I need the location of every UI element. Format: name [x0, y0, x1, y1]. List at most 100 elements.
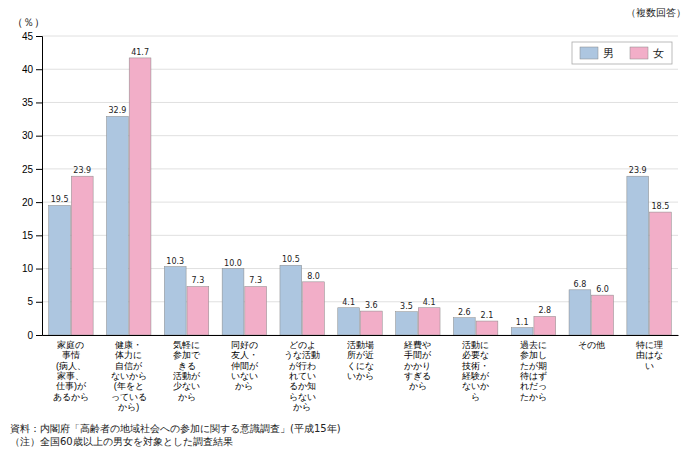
data-label: 3.5	[400, 302, 413, 311]
y-tick-mark	[36, 269, 42, 270]
data-label: 41.7	[131, 48, 149, 57]
y-tick-label: 5	[27, 296, 33, 307]
y-tick-mark	[36, 202, 42, 203]
data-label: 1.1	[516, 318, 529, 327]
bar	[476, 321, 498, 335]
bar	[592, 295, 614, 335]
bar	[49, 205, 71, 335]
x-axis: 家庭の事情(病人、家事、仕事)があるから健康・体力に自信がないから(年をとってい…	[43, 335, 679, 412]
data-label: 8.0	[307, 272, 320, 281]
bar	[187, 286, 209, 335]
x-tick: 健康・体力に自信がないから(年をとっているから)	[111, 335, 147, 412]
data-label: 19.5	[51, 195, 69, 204]
chart: 19.532.910.310.010.54.13.52.61.16.823.92…	[0, 0, 694, 453]
legend-frame	[572, 42, 672, 64]
y-tick-label: 0	[27, 330, 33, 341]
bar	[396, 312, 418, 335]
x-tick: その他	[578, 335, 605, 350]
data-label: 4.1	[423, 298, 436, 307]
x-tick-label: 特に理由はない	[636, 340, 663, 371]
y-tick-label: 40	[22, 64, 34, 75]
bar	[338, 308, 360, 335]
y-tick: 5	[27, 296, 42, 307]
data-label: 10.5	[282, 255, 300, 264]
x-tick: 家庭の事情(病人、家事、仕事)があるから	[53, 335, 89, 402]
data-label: 32.9	[108, 106, 126, 115]
x-tick-label: 活動場所が近くにないから	[347, 340, 374, 381]
x-tick-label: 気軽に参加できる活動が少ないから	[173, 340, 201, 402]
x-tick: 同好の友人・仲間がいないから	[231, 335, 259, 392]
data-labels: 19.532.910.310.010.54.13.52.61.16.823.92…	[51, 48, 670, 327]
y-axis-line	[36, 37, 43, 336]
legend-item: 男	[580, 47, 614, 60]
bar	[222, 269, 244, 335]
data-label: 23.9	[73, 166, 91, 175]
y-tick: 0	[27, 330, 42, 341]
legend-item: 女	[630, 47, 664, 60]
bar	[164, 267, 186, 335]
data-label: 3.6	[365, 301, 378, 310]
y-tick: 45	[22, 31, 42, 42]
y-tick-mark	[36, 235, 42, 236]
data-label: 2.6	[458, 308, 471, 317]
y-tick: 30	[22, 130, 42, 141]
legend: 男女	[572, 42, 672, 64]
y-tick-mark	[36, 36, 42, 37]
grid-line	[42, 36, 678, 37]
bar	[71, 176, 93, 335]
y-tick: 25	[22, 164, 42, 175]
y-tick-mark	[36, 69, 42, 70]
y-tick: 35	[22, 97, 42, 108]
y-tick-mark	[36, 335, 42, 336]
data-label: 18.5	[652, 202, 670, 211]
data-label: 6.0	[596, 285, 609, 294]
legend-label: 女	[653, 47, 664, 60]
x-tick-label: その他	[578, 340, 605, 350]
data-label: 2.1	[481, 311, 494, 320]
x-tick-label: 家庭の事情(病人、家事、仕事)があるから	[53, 340, 89, 402]
x-tick: 活動場所が近くにないから	[347, 335, 374, 381]
legend-swatch	[630, 47, 648, 59]
y-tick: 10	[22, 263, 42, 274]
y-tick-mark	[36, 302, 42, 303]
data-label: 6.8	[574, 280, 587, 289]
x-tick-label: 経費や手間がかかりすぎるから	[403, 340, 432, 391]
x-tick-label: 活動に必要な技術・経験がないから	[461, 340, 490, 402]
x-tick: どのような活動が行われているか知らないから	[284, 335, 320, 412]
bar	[107, 116, 129, 335]
bar	[360, 311, 382, 335]
x-tick-label: 過去に参加したが期待はずれだったから	[520, 340, 547, 402]
y-tick: 40	[22, 64, 42, 75]
data-label: 10.3	[166, 257, 184, 266]
y-tick-mark	[36, 136, 42, 137]
x-tick-label: どのような活動が行われているか知らないから	[284, 340, 320, 412]
y-tick-label: 25	[22, 164, 34, 175]
data-label: 7.3	[192, 276, 205, 285]
x-tick: 過去に参加したが期待はずれだったから	[520, 335, 547, 402]
bar-series	[71, 58, 671, 335]
y-tick: 20	[22, 197, 42, 208]
y-tick-label: 30	[22, 130, 34, 141]
legend-label: 男	[603, 47, 614, 60]
legend-swatch	[580, 47, 598, 59]
source-note: 資料：内閣府「高齢者の地域社会への参加に関する意識調査」(平成15年)（注）全国…	[10, 423, 341, 447]
x-tick: 気軽に参加できる活動が少ないから	[173, 335, 201, 402]
y-tick-label: 20	[22, 197, 34, 208]
x-tick-label: 健康・体力に自信がないから(年をとっているから)	[111, 340, 147, 412]
bar	[511, 328, 533, 335]
bar	[245, 286, 267, 335]
bars	[49, 58, 672, 335]
x-tick-label: 同好の友人・仲間がいないから	[231, 340, 259, 391]
x-tick: 活動に必要な技術・経験がないから	[461, 335, 490, 402]
y-axis-label: （％）	[12, 16, 45, 29]
data-label: 7.3	[249, 276, 262, 285]
x-axis-line	[43, 335, 679, 336]
data-label: 4.1	[342, 298, 355, 307]
y-tick-label: 35	[22, 97, 34, 108]
x-tick: 経費や手間がかかりすぎるから	[403, 335, 432, 392]
bar	[627, 176, 649, 335]
bar	[534, 316, 556, 335]
plot: 19.532.910.310.010.54.13.52.61.16.823.92…	[22, 31, 679, 413]
bar	[650, 212, 672, 335]
y-tick-mark	[36, 169, 42, 170]
